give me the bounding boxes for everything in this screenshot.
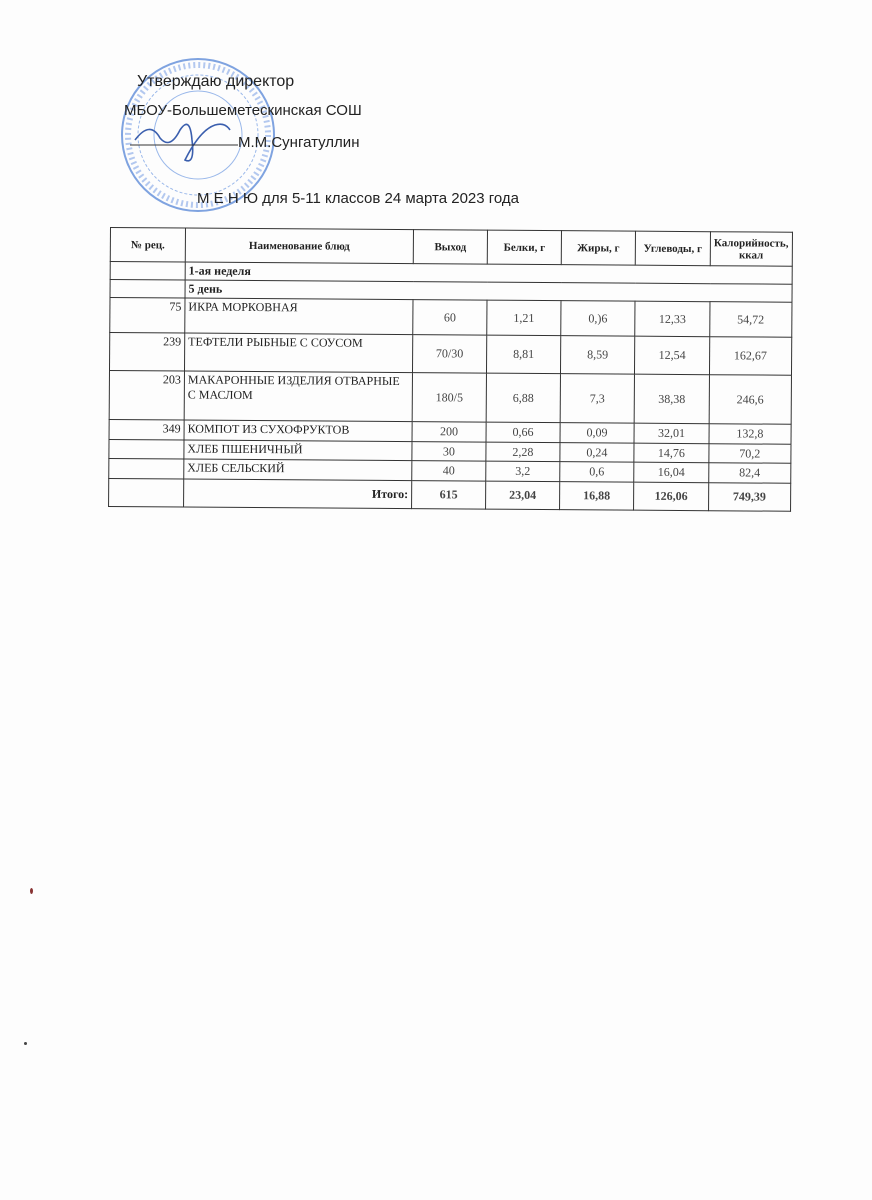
col-header: № рец. (110, 227, 186, 263)
cell-carb: 16,04 (633, 462, 709, 483)
director-signature (130, 123, 238, 162)
total-kcal: 749,39 (708, 482, 791, 512)
cell-kcal: 54,72 (709, 301, 792, 338)
cell-rec (108, 458, 184, 480)
cell-rec: 203 (109, 370, 185, 421)
scan-speck (30, 888, 33, 894)
cell-name: ХЛЕБ СЕЛЬСКИЙ (183, 459, 412, 481)
cell-fat: 0,09 (560, 422, 635, 444)
cell-rec: 349 (109, 419, 185, 441)
table-row: 203 МАКАРОННЫЕ ИЗДЕЛИЯ ОТВАРНЫЕ С МАСЛОМ 1… (109, 370, 792, 425)
total-carb: 126,06 (633, 482, 709, 511)
cell-name: ТЕФТЕЛИ РЫБНЫЕ С СОУСОМ (184, 333, 413, 373)
cell-out: 200 (412, 421, 487, 443)
cell-carb: 12,33 (634, 301, 710, 337)
cell-kcal: 70,2 (708, 443, 791, 464)
cell-kcal: 162,67 (709, 336, 792, 376)
cell-fat: 0,)6 (560, 300, 635, 337)
col-header: Белки, г (487, 230, 562, 265)
cell-rec: 239 (109, 332, 185, 372)
cell-fat: 8,59 (560, 335, 635, 375)
cell-carb: 12,54 (634, 336, 710, 375)
cell-out: 30 (411, 441, 487, 462)
total-label: Итого: (183, 479, 412, 509)
cell-fat: 0,6 (559, 461, 634, 483)
cell-prot: 3,2 (485, 461, 560, 482)
cell-rec (108, 439, 185, 460)
cell-out: 40 (411, 460, 486, 482)
total-out: 615 (411, 480, 486, 510)
cell-name: КОМПОТ ИЗ СУХОФРУКТОВ (184, 420, 413, 442)
col-header: Углеводы, г (635, 231, 711, 266)
cell-prot: 2,28 (485, 442, 561, 462)
cell-fat: 0,24 (559, 442, 635, 463)
table-row: 239 ТЕФТЕЛИ РЫБНЫЕ С СОУСОМ 70/30 8,81 8,59 1… (109, 332, 792, 376)
cell-prot: 0,66 (486, 422, 561, 443)
menu-table: № рец. Наименование блюд Выход Белки, г … (108, 227, 793, 512)
table-row: 75 ИКРА МОРКОВНАЯ 60 1,21 0,)6 12,33 54,72 (109, 297, 792, 338)
table-header-row: № рец. Наименование блюд Выход Белки, г … (110, 227, 793, 267)
col-header: Калорийность, ккал (710, 231, 793, 267)
cell-name: ИКРА МОРКОВНАЯ (184, 298, 414, 335)
cell-carb: 14,76 (633, 443, 710, 463)
total-prot: 23,04 (485, 481, 560, 510)
cell-prot: 6,88 (486, 373, 561, 423)
total-row: Итого: 615 23,04 16,88 126,06 749,39 (108, 478, 791, 512)
cell-prot: 8,81 (486, 335, 561, 374)
cell-out: 60 (412, 299, 487, 336)
cell-carb: 32,01 (634, 423, 710, 444)
cell-out: 180/5 (412, 372, 487, 423)
cell-kcal: 132,8 (709, 423, 791, 445)
cell-carb: 38,38 (634, 374, 710, 424)
cell-kcal: 246,6 (709, 374, 792, 425)
cell-name: ХЛЕБ ПШЕНИЧНЫЙ (183, 440, 413, 461)
col-header: Наименование блюд (185, 228, 414, 264)
cell-kcal: 82,4 (708, 462, 791, 484)
approval-line-2: МБОУ-Большеметескинская СОШ (124, 102, 362, 119)
cell-out: 70/30 (412, 334, 487, 374)
cell-prot: 1,21 (486, 300, 561, 336)
approval-line-1: Утверждаю директор (137, 73, 295, 90)
signatory-name: М.М.Сунгатуллин (238, 134, 360, 151)
col-header: Жиры, г (561, 230, 636, 266)
scan-speck (24, 1042, 27, 1045)
cell-name: МАКАРОННЫЕ ИЗДЕЛИЯ ОТВАРНЫЕ С МАСЛОМ (184, 371, 413, 422)
cell-rec: 75 (109, 297, 186, 334)
col-header: Выход (413, 229, 488, 265)
school-seal-stamp (121, 58, 275, 212)
menu-title: М Е Н Ю для 5-11 классов 24 марта 2023 г… (197, 190, 520, 207)
cell-fat: 7,3 (560, 373, 635, 424)
total-fat: 16,88 (559, 481, 634, 511)
